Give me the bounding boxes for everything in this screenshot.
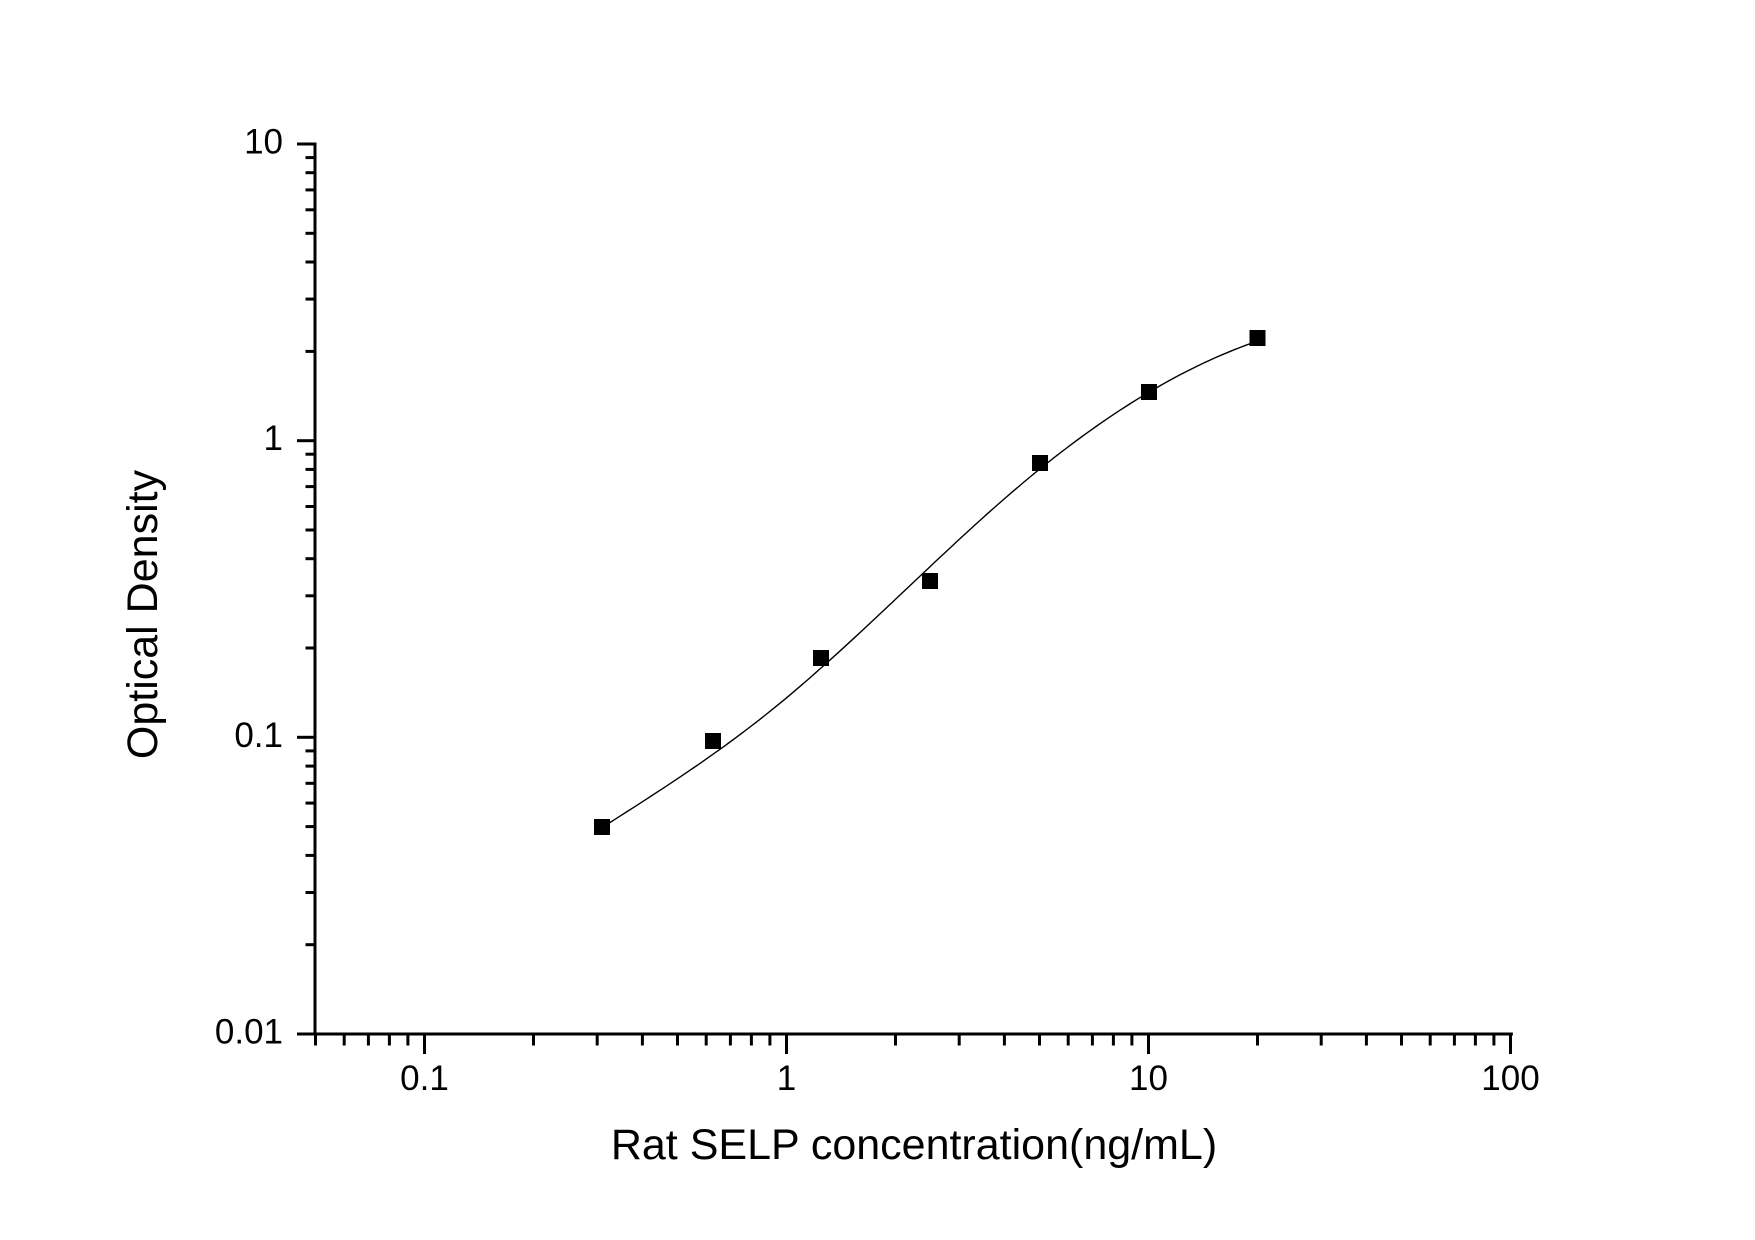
svg-text:10: 10	[244, 123, 283, 162]
svg-text:0.1: 0.1	[400, 1059, 449, 1098]
svg-text:Optical Density: Optical Density	[119, 469, 167, 759]
svg-text:0.01: 0.01	[215, 1013, 283, 1052]
svg-text:100: 100	[1481, 1059, 1539, 1098]
svg-text:1: 1	[264, 419, 283, 458]
svg-text:10: 10	[1129, 1059, 1168, 1098]
svg-text:Rat SELP concentration(ng/mL): Rat SELP concentration(ng/mL)	[611, 1121, 1217, 1169]
svg-text:0.1: 0.1	[234, 716, 283, 755]
svg-text:1: 1	[777, 1059, 796, 1098]
